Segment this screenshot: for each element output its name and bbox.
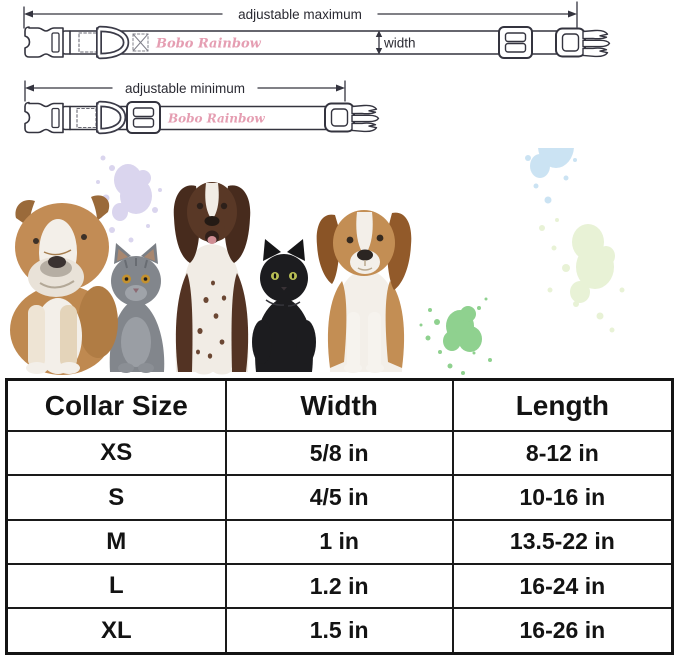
adjustable-minimum-label: adjustable minimum	[125, 81, 245, 96]
length-cell: 8-12 in	[451, 429, 674, 477]
size-chart-table: Collar Size Width Length XS 5/8 in 8-12 …	[5, 378, 674, 655]
size-cell: XS	[5, 429, 227, 477]
buckle-female	[24, 26, 64, 58]
adjustable-maximum-label: adjustable maximum	[238, 7, 362, 22]
watercolor-splash-lavender	[96, 155, 162, 253]
pets-photo	[10, 148, 625, 375]
header-width: Width	[224, 378, 454, 432]
d-ring	[96, 25, 130, 60]
length-cell: 16-24 in	[451, 563, 674, 610]
collar-diagram-max: adjustable maximum	[23, 1, 611, 60]
stitch-mark	[132, 33, 149, 52]
width-cell: 1.5 in	[224, 607, 454, 655]
table-row: L 1.2 in 16-24 in	[5, 563, 674, 610]
triglide-slider	[498, 26, 533, 59]
width-annotation	[375, 30, 383, 55]
collar-diagrams: adjustable maximum	[23, 1, 611, 135]
header-collar-size: Collar Size	[5, 378, 227, 432]
table-header-row: Collar Size Width Length	[5, 378, 674, 432]
table-row: S 4/5 in 10-16 in	[5, 474, 674, 521]
header-length: Length	[451, 378, 674, 432]
length-cell: 10-16 in	[451, 474, 674, 521]
d-ring	[96, 100, 127, 135]
bulldog-illustration	[10, 195, 118, 375]
length-cell: 16-26 in	[451, 607, 674, 655]
size-cell: L	[5, 563, 227, 610]
length-cell: 13.5-22 in	[451, 518, 674, 566]
size-cell: M	[5, 518, 227, 566]
gray-cat-illustration	[109, 243, 165, 373]
collar-diagram-min: adjustable minimum	[24, 80, 380, 135]
springer-spaniel-illustration	[173, 182, 251, 375]
width-cell: 1 in	[224, 518, 454, 566]
adjustable-minimum-dimension	[24, 80, 346, 102]
adjustable-maximum-dimension	[23, 1, 578, 29]
size-cell: XL	[5, 607, 227, 655]
buckle-male	[555, 27, 611, 58]
table-row: M 1 in 13.5-22 in	[5, 518, 674, 566]
size-cell: S	[5, 474, 227, 521]
width-cell: 5/8 in	[224, 429, 454, 477]
buckle-female	[24, 101, 64, 134]
buckle-male	[324, 102, 380, 133]
table-row: XL 1.5 in 16-26 in	[5, 607, 674, 655]
collar-strap	[61, 30, 563, 55]
watercolor-splash-green	[419, 297, 492, 375]
watercolor-splash-blue	[525, 148, 577, 204]
beagle-illustration	[316, 210, 412, 373]
brand-print-min: Bobo Rainbow	[167, 112, 265, 126]
watercolor-splash-pale-green	[539, 218, 625, 333]
black-cat-illustration	[252, 239, 316, 372]
width-cell: 1.2 in	[224, 563, 454, 610]
width-label: width	[383, 36, 416, 51]
triglide-slider	[126, 101, 161, 134]
table-row: XS 5/8 in 8-12 in	[5, 429, 674, 477]
width-cell: 4/5 in	[224, 474, 454, 521]
brand-print-max: Bobo Rainbow	[155, 37, 262, 52]
